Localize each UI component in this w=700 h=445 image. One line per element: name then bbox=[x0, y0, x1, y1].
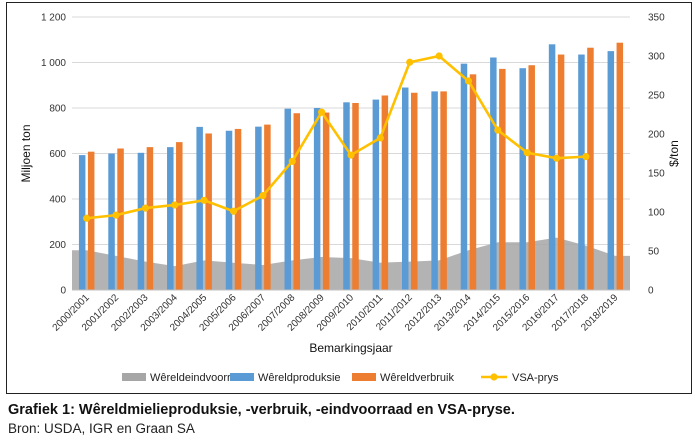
line-point-vsa-prys bbox=[112, 211, 120, 219]
bar-wereldverbruik bbox=[87, 151, 95, 290]
bar-wereldproduksie bbox=[196, 126, 203, 290]
line-point-vsa-prys bbox=[552, 154, 561, 162]
bar-wereldproduksie bbox=[607, 51, 615, 290]
y2-tick-label: 250 bbox=[648, 91, 665, 102]
y2-tick-label: 200 bbox=[648, 130, 665, 141]
figure-caption-source: Bron: USDA, IGR en Graan SA bbox=[8, 421, 195, 436]
bar-wereldverbruik bbox=[469, 74, 477, 290]
figure-caption-title: Grafiek 1: Wêreldmielieproduksie, -verbr… bbox=[8, 402, 515, 418]
y-tick-label: 400 bbox=[49, 195, 66, 206]
y-tick-label: 600 bbox=[49, 149, 66, 160]
y-tick-label: 800 bbox=[49, 104, 66, 115]
bar-wereldverbruik bbox=[587, 47, 594, 291]
bar-wereldproduksie bbox=[431, 91, 438, 290]
bar-wereldproduksie bbox=[548, 44, 556, 290]
bar-wereldverbruik bbox=[117, 148, 124, 290]
line-point-vsa-prys bbox=[435, 52, 443, 60]
line-point-vsa-prys bbox=[523, 149, 531, 157]
bar-wereldverbruik bbox=[410, 92, 418, 290]
bar-wereldproduksie bbox=[137, 152, 145, 290]
line-point-vsa-prys bbox=[141, 204, 150, 212]
bar-wereldproduksie bbox=[108, 153, 115, 290]
y2-tick-label: 50 bbox=[648, 247, 660, 258]
area-series-wereldeindvoorraad bbox=[72, 237, 630, 290]
line-point-vsa-prys bbox=[318, 108, 326, 116]
bar-wereldproduksie bbox=[284, 108, 292, 291]
legend-swatch-marker bbox=[490, 373, 498, 381]
legend-label: VSA-prys bbox=[512, 372, 559, 384]
legend-swatch bbox=[122, 373, 146, 381]
bar-wereldverbruik bbox=[322, 112, 330, 290]
bar-wereldproduksie bbox=[460, 63, 468, 291]
bar-wereldproduksie bbox=[578, 54, 585, 290]
bar-wereldverbruik bbox=[176, 142, 183, 290]
bar-wereldproduksie bbox=[372, 99, 380, 291]
bar-wereldverbruik bbox=[146, 147, 154, 290]
bar-wereldproduksie bbox=[343, 102, 350, 290]
bar-wereldverbruik bbox=[440, 91, 447, 290]
line-point-vsa-prys bbox=[376, 134, 384, 142]
legend-swatch bbox=[352, 373, 376, 381]
y-tick-label: 0 bbox=[60, 286, 66, 297]
bar-wereldverbruik bbox=[293, 113, 301, 290]
line-point-vsa-prys bbox=[494, 126, 502, 134]
legend-label: Wêreldverbruik bbox=[380, 372, 454, 384]
legend-label: Wêreldeindvoorraad bbox=[150, 372, 249, 384]
line-point-vsa-prys bbox=[288, 157, 296, 165]
line-point-vsa-prys bbox=[582, 153, 590, 161]
line-point-vsa-prys bbox=[229, 207, 238, 215]
line-point-vsa-prys bbox=[259, 192, 267, 200]
y2-tick-label: 100 bbox=[648, 208, 665, 219]
legend-swatch bbox=[230, 373, 254, 381]
line-series-vsa-prys bbox=[86, 54, 587, 220]
y2-tick-label: 150 bbox=[648, 169, 665, 180]
x-axis-title: Bemarkingsjaar bbox=[309, 341, 392, 355]
bar-wereldverbruik bbox=[499, 68, 506, 291]
bar-wereldverbruik bbox=[381, 95, 389, 290]
y-tick-label: 1 000 bbox=[41, 58, 66, 69]
line-point-vsa-prys bbox=[406, 58, 414, 66]
bar-wereldverbruik bbox=[616, 42, 624, 290]
y-tick-label: 200 bbox=[49, 240, 66, 251]
bar-wereldverbruik bbox=[205, 133, 212, 290]
y-tick-label: 1 200 bbox=[41, 13, 66, 24]
y-axis-title: Miljoen ton bbox=[19, 124, 33, 182]
chart: 0 200 400 600 800 1 000 1 200 0 50 100 150 200 250 30… bbox=[19, 13, 681, 385]
bar-wereldverbruik bbox=[528, 65, 535, 290]
bar-wereldproduksie bbox=[167, 147, 174, 290]
bar-wereldverbruik bbox=[352, 102, 359, 291]
bar-wereldproduksie bbox=[519, 68, 526, 290]
legend-label: Wêreldproduksie bbox=[258, 372, 341, 384]
bar-wereldproduksie bbox=[490, 57, 497, 291]
y2-axis-title: $/ton bbox=[667, 140, 681, 167]
bar-wereldproduksie bbox=[255, 126, 262, 290]
y2-tick-label: 300 bbox=[648, 52, 665, 63]
bar-wereldproduksie bbox=[313, 108, 321, 290]
bar-wereldproduksie bbox=[401, 87, 409, 291]
bar-wereldverbruik bbox=[557, 54, 565, 290]
bar-wereldproduksie bbox=[78, 155, 86, 290]
line-point-vsa-prys bbox=[200, 196, 208, 204]
line-point-vsa-prys bbox=[347, 151, 355, 159]
line-point-vsa-prys bbox=[83, 214, 91, 222]
line-point-vsa-prys bbox=[171, 201, 179, 209]
bar-wereldverbruik bbox=[264, 124, 271, 290]
y2-tick-label: 0 bbox=[648, 286, 654, 297]
line-point-vsa-prys bbox=[464, 77, 473, 85]
y2-tick-label: 350 bbox=[648, 13, 665, 24]
